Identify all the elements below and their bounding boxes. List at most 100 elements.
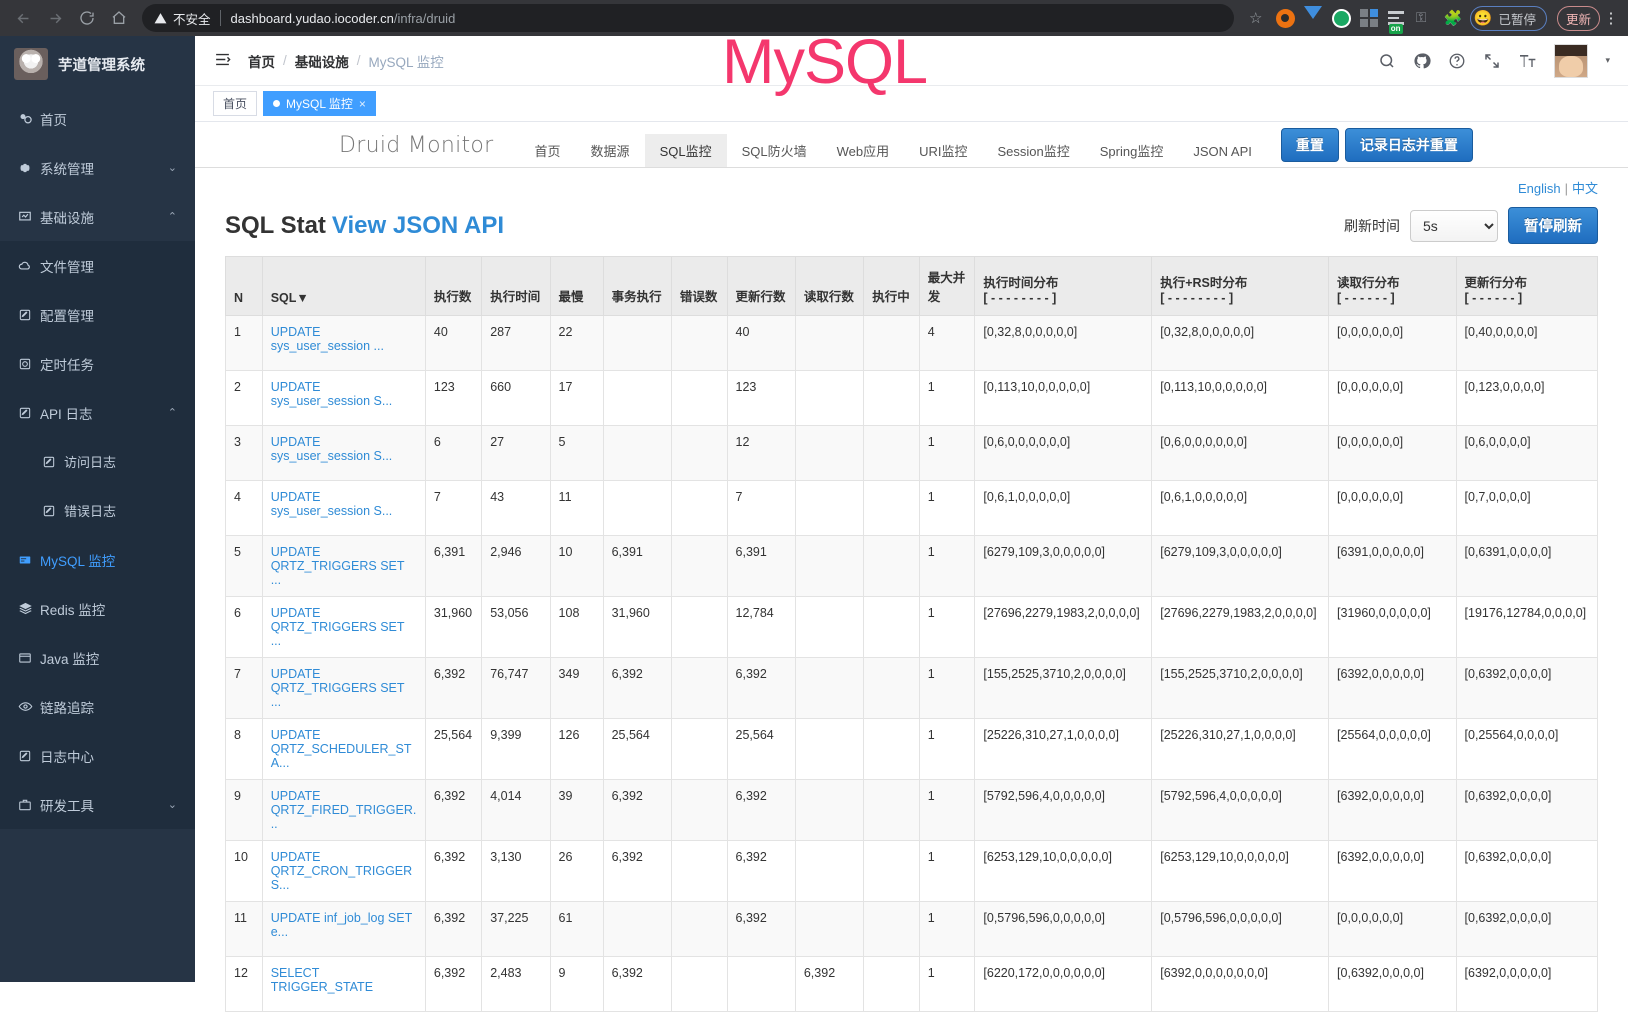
sidebar-item-7[interactable]: 访问日志 <box>0 437 195 486</box>
hamburger-icon[interactable] <box>213 51 232 71</box>
sidebar-item-0[interactable]: 首页 <box>0 94 195 143</box>
sql-link[interactable]: UPDATE sys_user_session S... <box>270 435 393 463</box>
column-header-14[interactable]: 更新行分布[ - - - - - - ] <box>1455 256 1599 316</box>
tab-0[interactable]: 首页 <box>213 91 258 116</box>
column-header-4[interactable]: 最慢 <box>549 256 604 316</box>
cell-sql[interactable]: UPDATE QRTZ_TRIGGERS SET ... <box>261 535 426 597</box>
extension-diamond-icon[interactable] <box>1303 5 1323 28</box>
sidebar-item-2[interactable]: 基础设施 ⌃ <box>0 192 195 241</box>
cell-sql[interactable]: SELECT TRIGGER_STATE <box>261 956 426 1012</box>
sql-link[interactable]: UPDATE QRTZ_FIRED_TRIGGER... <box>270 789 417 831</box>
cell-sql[interactable]: UPDATE sys_user_session ... <box>261 315 426 371</box>
reload-icon[interactable] <box>72 3 102 33</box>
forward-arrow-icon[interactable] <box>40 3 70 33</box>
address-bar[interactable]: 不安全 dashboard.yudao.iocoder.cn/infra/dru… <box>142 4 1234 32</box>
cell-sql[interactable]: UPDATE QRTZ_CRON_TRIGGERS... <box>261 840 426 902</box>
column-header-3[interactable]: 执行时间 <box>481 256 551 316</box>
breadcrumb-item-1[interactable]: 基础设施 <box>294 54 349 70</box>
sidebar-item-8[interactable]: 错误日志 <box>0 486 195 535</box>
lang-english-link[interactable]: English <box>1517 181 1561 196</box>
column-header-11[interactable]: 执行时间分布[ - - - - - - - - ] <box>974 256 1153 316</box>
cell-sql[interactable]: UPDATE QRTZ_TRIGGERS SET ... <box>261 596 426 658</box>
sidebar-item-14[interactable]: 研发工具 ⌄ <box>0 780 195 829</box>
column-header-10[interactable]: 最大并发 <box>918 256 976 316</box>
cell-sql[interactable]: UPDATE sys_user_session S... <box>261 480 426 536</box>
update-button[interactable]: 更新 <box>1556 5 1600 31</box>
column-header-0[interactable]: N <box>225 256 263 316</box>
sql-link[interactable]: UPDATE sys_user_session S... <box>270 490 393 518</box>
extension-list-icon[interactable]: on <box>1387 9 1407 34</box>
cell-sql[interactable]: UPDATE sys_user_session S... <box>261 370 426 426</box>
star-icon[interactable]: ☆ <box>1249 10 1263 27</box>
sql-link[interactable]: UPDATE sys_user_session ... <box>270 325 384 353</box>
druid-nav-item-1[interactable]: 数据源 <box>590 144 630 159</box>
druid-nav-item-7[interactable]: Spring监控 <box>1099 144 1164 159</box>
sidebar-item-1[interactable]: 系统管理 ⌄ <box>0 143 195 192</box>
sidebar-item-4[interactable]: 配置管理 <box>0 290 195 339</box>
fullscreen-icon[interactable] <box>1483 52 1501 70</box>
druid-nav-item-0[interactable]: 首页 <box>534 144 561 159</box>
druid-button-0[interactable]: 重置 <box>1280 128 1339 162</box>
sql-link[interactable]: UPDATE QRTZ_TRIGGERS SET ... <box>270 667 405 709</box>
column-header-5[interactable]: 事务执行 <box>602 256 672 316</box>
extension-orange-icon[interactable] <box>1275 8 1295 28</box>
sidebar-item-5[interactable]: 定时任务 <box>0 339 195 388</box>
profile-button[interactable]: 😀 已暂停 <box>1469 5 1547 31</box>
cell-sql[interactable]: UPDATE QRTZ_SCHEDULER_STA... <box>261 718 426 780</box>
sidebar-item-9[interactable]: MySQL 监控 <box>0 535 195 584</box>
github-icon[interactable] <box>1413 52 1432 70</box>
sql-link[interactable]: UPDATE QRTZ_TRIGGERS SET ... <box>270 606 405 648</box>
druid-nav-item-3[interactable]: SQL防火墙 <box>741 144 807 159</box>
search-icon[interactable] <box>1378 52 1396 70</box>
cell-sql[interactable]: UPDATE inf_job_log SET e... <box>261 901 426 957</box>
column-header-9[interactable]: 执行中 <box>863 256 920 316</box>
druid-nav-item-2[interactable]: SQL监控 <box>644 134 727 167</box>
help-icon[interactable] <box>1448 52 1466 70</box>
column-header-7[interactable]: 更新行数 <box>726 256 796 316</box>
column-header-6[interactable]: 错误数 <box>670 256 728 316</box>
cell-sql[interactable]: UPDATE QRTZ_FIRED_TRIGGER... <box>261 779 426 841</box>
column-header-2[interactable]: 执行数 <box>424 256 483 316</box>
sidebar-item-6[interactable]: API 日志 ⌃ <box>0 388 195 437</box>
extension-youdao-icon[interactable] <box>1331 8 1351 28</box>
druid-nav-item-5[interactable]: URI监控 <box>919 144 968 159</box>
view-json-api-link[interactable]: View JSON API <box>331 211 504 239</box>
sidebar-item-13[interactable]: 日志中心 <box>0 731 195 780</box>
lang-chinese-link[interactable]: 中文 <box>1571 181 1598 196</box>
brand[interactable]: 芋道管理系统 <box>0 36 195 94</box>
column-header-12[interactable]: 执行+RS时分布[ - - - - - - - - ] <box>1151 256 1330 316</box>
sql-link[interactable]: UPDATE sys_user_session S... <box>270 380 393 408</box>
font-size-icon[interactable] <box>1518 52 1537 70</box>
breadcrumb-item-0[interactable]: 首页 <box>248 54 275 70</box>
sidebar-item-12[interactable]: 链路追踪 <box>0 682 195 731</box>
druid-nav-item-8[interactable]: JSON API <box>1193 144 1252 159</box>
sidebar-item-11[interactable]: Java 监控 <box>0 633 195 682</box>
druid-button-1[interactable]: 记录日志并重置 <box>1344 128 1473 162</box>
pause-refresh-button[interactable]: 暂停刷新 <box>1508 207 1598 244</box>
back-arrow-icon[interactable] <box>8 3 38 33</box>
sql-link[interactable]: UPDATE inf_job_log SET e... <box>270 911 412 939</box>
sql-link[interactable]: UPDATE QRTZ_CRON_TRIGGERS... <box>270 850 413 892</box>
extension-grid-icon[interactable] <box>1359 8 1379 28</box>
druid-nav-item-4[interactable]: Web应用 <box>836 144 890 159</box>
sidebar-item-10[interactable]: Redis 监控 <box>0 584 195 633</box>
tab-close-icon[interactable]: × <box>358 96 366 111</box>
home-icon[interactable] <box>104 3 134 33</box>
column-header-8[interactable]: 读取行数 <box>794 256 865 316</box>
sidebar-item-3[interactable]: 文件管理 <box>0 241 195 290</box>
cell-sql[interactable]: UPDATE QRTZ_TRIGGERS SET ... <box>261 657 426 719</box>
column-header-13[interactable]: 读取行分布[ - - - - - - ] <box>1328 256 1457 316</box>
refresh-interval-select[interactable]: 5s10s20s30s1m5m <box>1410 209 1498 242</box>
druid-nav-item-6[interactable]: Session监控 <box>997 144 1070 159</box>
column-header-1[interactable]: SQL▼ <box>261 256 426 316</box>
cell-sql[interactable]: UPDATE sys_user_session S... <box>261 425 426 481</box>
tab-1[interactable]: MySQL 监控 × <box>263 91 376 116</box>
extension-key-icon[interactable]: ⚿ <box>1415 8 1427 25</box>
kebab-menu-icon[interactable]: ⋮ <box>1603 10 1619 27</box>
sql-link[interactable]: UPDATE QRTZ_SCHEDULER_STA... <box>270 728 412 770</box>
sql-link[interactable]: SELECT TRIGGER_STATE <box>270 966 374 994</box>
chevron-down-icon[interactable]: ▾ <box>1605 55 1610 65</box>
extensions-puzzle-icon[interactable]: 🧩 <box>1443 9 1463 27</box>
sql-link[interactable]: UPDATE QRTZ_TRIGGERS SET ... <box>270 545 405 587</box>
avatar[interactable] <box>1554 43 1589 78</box>
